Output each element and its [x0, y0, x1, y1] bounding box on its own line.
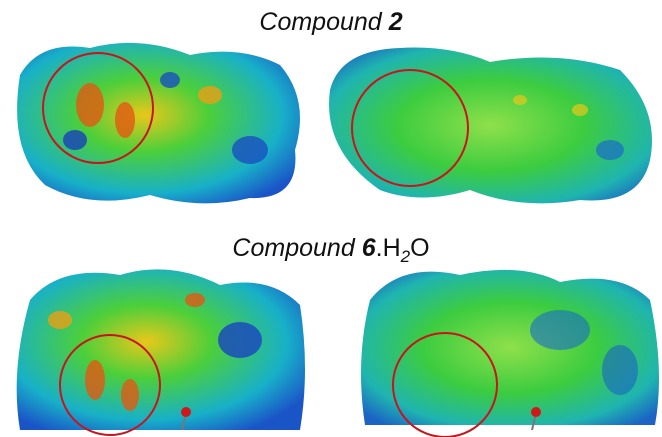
- title-label: Compound: [259, 8, 381, 36]
- surface: [329, 48, 652, 204]
- surfaces: [0, 0, 662, 437]
- title-number: 6: [362, 234, 376, 262]
- title-subscript: 2: [401, 247, 410, 266]
- panel-title: Compound 2: [0, 8, 662, 37]
- figure: Compound2 Compound6.H2O (() => { const d…: [0, 0, 662, 437]
- title-suffix: .H: [376, 234, 401, 262]
- panel-title: Compound 6.H2O: [0, 234, 662, 267]
- surface: [17, 43, 300, 203]
- title-suffix: O: [410, 234, 429, 262]
- title-label: Compound: [232, 234, 354, 262]
- surface: [17, 269, 305, 430]
- title-number: 2: [389, 8, 403, 36]
